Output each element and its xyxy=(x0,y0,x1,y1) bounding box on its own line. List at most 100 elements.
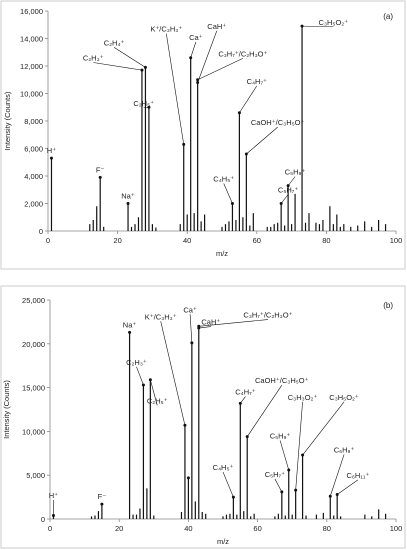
peak-label: C₂H₄⁺ xyxy=(104,38,125,47)
y-tick-label: 0 xyxy=(39,227,43,236)
peak-marker xyxy=(98,175,102,179)
peak-label: CaH⁺ xyxy=(201,318,220,327)
x-tick-label: 80 xyxy=(323,524,331,533)
peak-label: CaOH⁺/C₃H₅O⁺ xyxy=(255,376,309,385)
peak-label: Ca⁺ xyxy=(183,305,197,314)
peak-label: C₃H₇⁺/C₂H₃O⁺ xyxy=(243,311,292,320)
x-tick-label: 20 xyxy=(113,236,121,245)
y-tick-label: 16,000 xyxy=(20,7,43,16)
y-tick-label: 10,000 xyxy=(22,427,45,436)
label-leader-line xyxy=(222,471,234,498)
y-tick-label: 8,000 xyxy=(24,117,43,126)
label-leader-line xyxy=(189,314,193,343)
label-leader-line xyxy=(240,396,246,404)
label-leader-line xyxy=(302,25,334,28)
peak-marker xyxy=(100,502,104,506)
panel-label: (a) xyxy=(383,12,393,21)
label-leader-line xyxy=(93,62,143,71)
y-tick-label: 6,000 xyxy=(24,145,43,154)
peak-label: Na⁺ xyxy=(123,320,137,329)
peak-label: C₄H₅⁺ xyxy=(213,463,234,472)
label-leader-line xyxy=(329,454,345,497)
peak-label: C₆H₉⁺ xyxy=(334,445,355,454)
label-leader-line xyxy=(143,106,149,109)
x-tick-label: 20 xyxy=(115,524,123,533)
label-leader-line xyxy=(302,401,345,456)
label-leader-line xyxy=(287,176,296,186)
label-leader-line xyxy=(150,379,158,406)
x-tick-label: 40 xyxy=(184,524,192,533)
label-leader-line xyxy=(197,30,218,83)
label-leader-line xyxy=(190,41,197,58)
y-tick-label: 14,000 xyxy=(20,35,43,44)
spectrum-panel-a: 0 2,000 4,000 6,000 8,000 10,000 12,000 14,000 1… xyxy=(0,0,406,270)
x-tick-label: 0 xyxy=(48,524,52,533)
peak-label: C₄H₇⁺ xyxy=(247,77,267,86)
label-leader-line xyxy=(160,321,186,426)
peak-label: C₂H₃⁺ xyxy=(83,54,104,63)
peak-label: H⁺ xyxy=(49,491,58,500)
peak-label: Ca⁺ xyxy=(189,33,203,42)
x-axis-title: m/z xyxy=(217,537,229,546)
peak-label: C₂H₃⁺ xyxy=(126,358,147,367)
peak-label: C₄H₅⁺ xyxy=(213,175,234,184)
label-leader-line xyxy=(198,319,269,327)
label-leader-line xyxy=(113,47,146,68)
panel-frame xyxy=(0,0,406,270)
label-leader-line xyxy=(136,366,144,386)
peak-label: C₃H₇⁺/C₂H₃O⁺ xyxy=(218,49,267,58)
peak-label: F⁻ xyxy=(98,492,107,501)
panel-label: (b) xyxy=(383,301,393,310)
x-axis-title: m/z xyxy=(216,249,228,258)
label-leader-line xyxy=(279,440,290,471)
peak-label: C₂H₅⁺ xyxy=(147,396,168,405)
label-leader-line xyxy=(246,126,278,155)
peak-label: C₃H₅O₂⁺ xyxy=(319,18,349,27)
peak-label: CaOH⁺/C₃H₅O⁺ xyxy=(251,118,305,127)
x-tick-label: 80 xyxy=(322,236,330,245)
y-tick-label: 4,000 xyxy=(24,172,43,181)
peak-label: Na⁺ xyxy=(121,192,135,201)
label-leader-line xyxy=(280,194,289,204)
peak-label: K⁺/C₃H₃⁺ xyxy=(150,25,182,34)
spectrum-panel-b: 0 5,000 10,000 15,000 20,000 25,000 0 20 40 60 80 1… xyxy=(0,285,406,549)
x-tick-label: 0 xyxy=(46,236,50,245)
y-tick-label: 10,000 xyxy=(20,90,43,99)
y-tick-label: 5,000 xyxy=(26,471,45,480)
y-tick-label: 2,000 xyxy=(24,200,43,209)
y-axis-title: Intensity (Counts) xyxy=(2,380,11,439)
peak-label: C₃H₅O₂⁺ xyxy=(329,393,359,402)
peak-marker xyxy=(49,156,53,160)
label-leader-line xyxy=(246,385,283,437)
peak-label: H⁺ xyxy=(47,146,56,155)
label-leader-line xyxy=(337,479,359,495)
peak-label: C₅H₉⁺ xyxy=(285,168,306,177)
peak-label: C₄H₇⁺ xyxy=(235,388,255,397)
peak-marker xyxy=(186,476,190,480)
peak-label: F⁻ xyxy=(96,165,105,174)
label-leader-line xyxy=(295,401,303,491)
peak-label: C₅H₉⁺ xyxy=(270,431,291,440)
peak-label: C₃H₃O₂⁺ xyxy=(288,393,318,402)
peak-label: C₆H₁₁⁺ xyxy=(346,471,369,480)
y-axis-title: Intensity (Counts) xyxy=(3,91,12,150)
x-tick-label: 100 xyxy=(390,236,403,245)
label-leader-line xyxy=(223,183,233,204)
y-tick-label: 20,000 xyxy=(22,340,45,349)
peak-label: C₅H₇⁺ xyxy=(265,470,285,479)
peak-marker xyxy=(128,330,132,334)
x-tick-label: 100 xyxy=(390,524,403,533)
panel-frame xyxy=(0,285,406,549)
y-tick-label: 15,000 xyxy=(22,384,45,393)
peak-label: C₂H₅⁺ xyxy=(133,99,154,108)
x-tick-label: 40 xyxy=(183,236,191,245)
label-leader-line xyxy=(198,326,211,329)
label-leader-line xyxy=(239,85,258,113)
peak-label: CaH⁺ xyxy=(207,22,226,31)
x-tick-label: 60 xyxy=(253,236,261,245)
x-tick-label: 60 xyxy=(253,524,261,533)
y-tick-label: 25,000 xyxy=(22,296,45,305)
y-tick-label: 0 xyxy=(41,515,45,524)
label-leader-line xyxy=(166,33,185,145)
